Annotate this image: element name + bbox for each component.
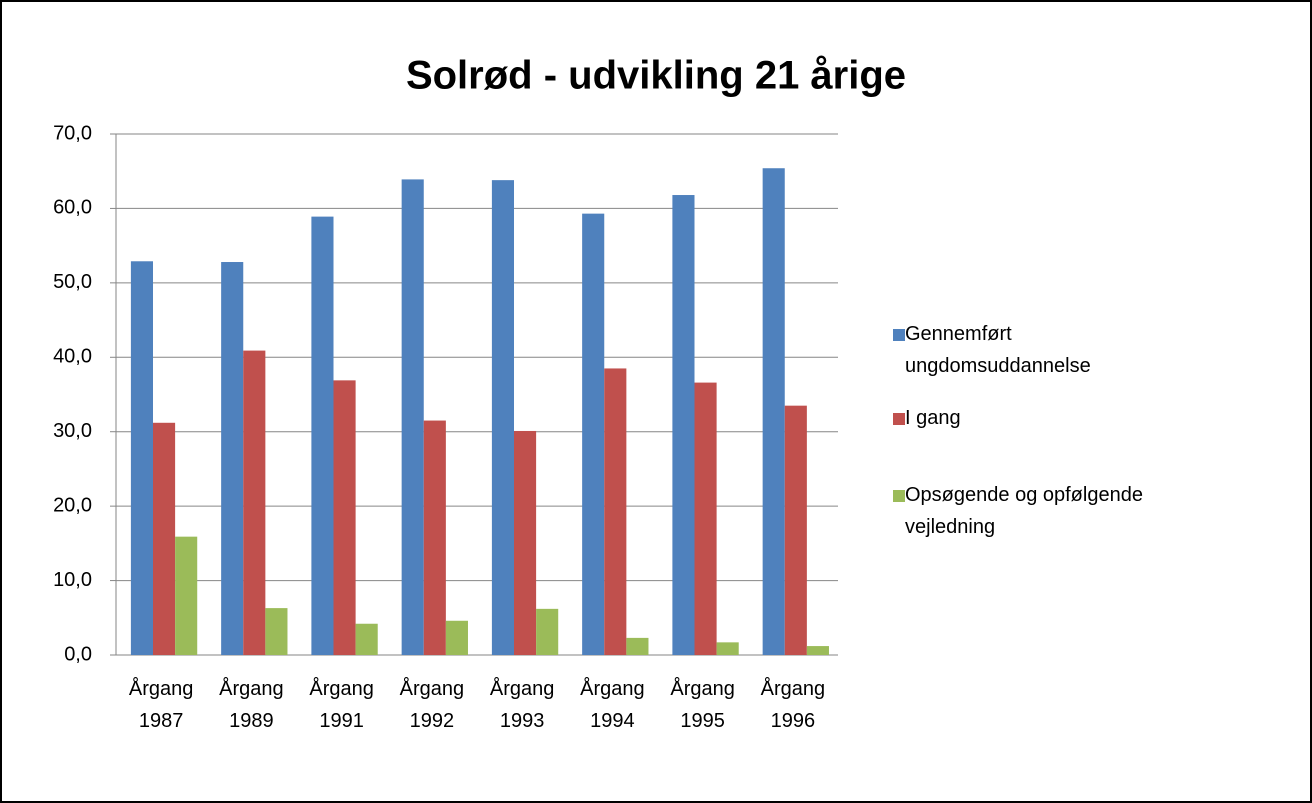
bar xyxy=(806,646,829,655)
bar xyxy=(626,637,649,655)
bar xyxy=(445,620,468,655)
bar xyxy=(694,382,717,655)
bar xyxy=(514,430,537,655)
bar xyxy=(582,213,605,656)
bar xyxy=(784,405,807,655)
legend-label: Gennemført ungdomsuddannelse xyxy=(905,323,1091,377)
x-tick-label: Årgang 1995 xyxy=(670,677,735,732)
x-tick-label: Årgang 1992 xyxy=(400,677,465,732)
y-tick-label: 50,0 xyxy=(53,271,92,293)
y-tick-label: 10,0 xyxy=(53,569,92,591)
bar xyxy=(153,422,176,655)
bar xyxy=(672,195,695,655)
bar xyxy=(333,380,356,655)
legend-label: I gang xyxy=(905,407,961,429)
bar xyxy=(716,642,739,655)
x-tick-label: Årgang 1994 xyxy=(580,677,645,732)
y-tick-label: 40,0 xyxy=(53,346,92,368)
legend-swatch xyxy=(893,490,905,502)
y-tick-label: 60,0 xyxy=(53,197,92,219)
bar xyxy=(762,168,785,656)
x-tick-label: Årgang 1993 xyxy=(490,677,555,732)
x-tick-label: Årgang 1996 xyxy=(761,677,826,732)
y-tick-label: 0,0 xyxy=(64,643,92,665)
x-tick-label: Årgang 1991 xyxy=(309,677,374,732)
bar xyxy=(265,608,288,655)
bar xyxy=(130,261,154,655)
y-tick-label: 20,0 xyxy=(53,494,92,516)
bar xyxy=(311,216,334,655)
legend-swatch xyxy=(893,329,905,341)
y-tick-label: 70,0 xyxy=(53,122,92,144)
bar xyxy=(243,350,266,655)
legend-swatch xyxy=(893,413,905,425)
bar xyxy=(401,179,424,655)
bar xyxy=(604,368,627,655)
bar xyxy=(221,262,244,655)
bar xyxy=(536,608,559,655)
y-tick-label: 30,0 xyxy=(53,420,92,442)
chart-title: Solrød - udvikling 21 årige xyxy=(406,54,906,98)
bar xyxy=(355,623,378,655)
bar xyxy=(175,536,198,655)
x-tick-label: Årgang 1989 xyxy=(219,677,284,732)
legend-label: Opsøgende og opfølgende vejledning xyxy=(905,484,1143,538)
bar xyxy=(423,420,446,655)
bar xyxy=(491,180,515,655)
x-tick-label: Årgang 1987 xyxy=(129,677,194,732)
